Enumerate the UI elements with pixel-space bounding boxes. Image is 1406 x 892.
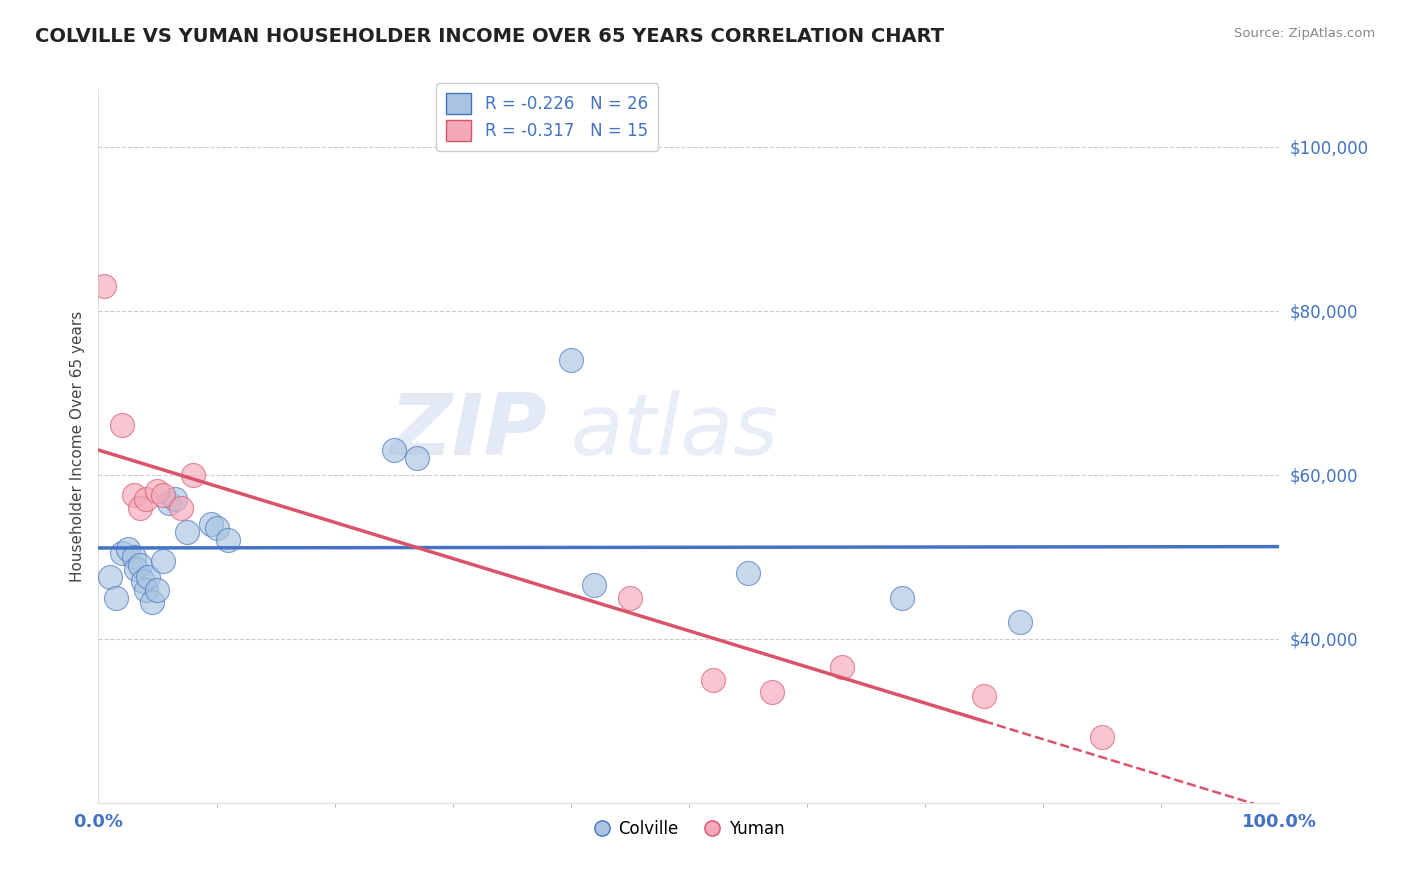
Point xyxy=(560,352,582,367)
Point xyxy=(583,578,606,592)
Point xyxy=(136,570,159,584)
Point xyxy=(117,541,139,556)
Point xyxy=(200,516,222,531)
Point xyxy=(111,418,134,433)
Y-axis label: Householder Income Over 65 years: Householder Income Over 65 years xyxy=(69,310,84,582)
Point xyxy=(135,492,157,507)
Text: COLVILLE VS YUMAN HOUSEHOLDER INCOME OVER 65 YEARS CORRELATION CHART: COLVILLE VS YUMAN HOUSEHOLDER INCOME OVE… xyxy=(35,27,945,45)
Point xyxy=(122,488,145,502)
Point xyxy=(1008,615,1031,630)
Point xyxy=(737,566,759,581)
Text: ZIP: ZIP xyxy=(389,390,547,474)
Point xyxy=(111,546,134,560)
Point xyxy=(165,492,187,507)
Point xyxy=(890,591,912,605)
Point xyxy=(141,595,163,609)
Point xyxy=(170,500,193,515)
Point xyxy=(125,562,148,576)
Point xyxy=(382,443,405,458)
Point xyxy=(205,521,228,535)
Point xyxy=(176,525,198,540)
Point xyxy=(181,467,204,482)
Point xyxy=(128,558,150,572)
Point xyxy=(1091,730,1114,744)
Point xyxy=(93,279,115,293)
Point xyxy=(98,570,121,584)
Point xyxy=(831,660,853,674)
Point xyxy=(702,673,724,687)
Point xyxy=(122,549,145,564)
Point xyxy=(157,496,180,510)
Point xyxy=(105,591,128,605)
Point xyxy=(152,554,174,568)
Point xyxy=(135,582,157,597)
Point xyxy=(406,451,429,466)
Point xyxy=(761,685,783,699)
Point xyxy=(146,484,169,499)
Point xyxy=(128,500,150,515)
Point xyxy=(619,591,641,605)
Point xyxy=(973,689,995,703)
Point xyxy=(217,533,239,548)
Point xyxy=(132,574,155,589)
Text: atlas: atlas xyxy=(571,390,779,474)
Text: Source: ZipAtlas.com: Source: ZipAtlas.com xyxy=(1234,27,1375,40)
Point xyxy=(152,488,174,502)
Legend: Colville, Yuman: Colville, Yuman xyxy=(586,814,792,845)
Point xyxy=(146,582,169,597)
